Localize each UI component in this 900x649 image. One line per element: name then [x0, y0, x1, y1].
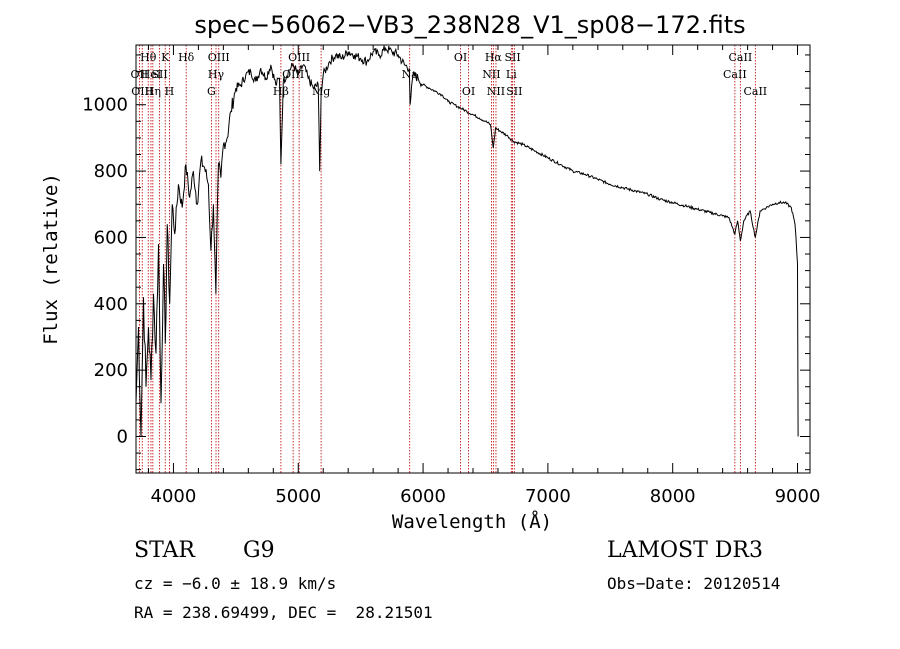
x-tick-label: 5000: [275, 486, 321, 507]
spectral-line-label: OI: [454, 51, 467, 64]
spectral-line-label: NII: [482, 68, 500, 81]
spectral-line-label: SII: [506, 85, 522, 98]
spectral-line-label: K: [161, 51, 170, 64]
spectral-line-label: SII: [504, 51, 520, 64]
spectral-line-label: NII: [487, 85, 505, 98]
redshift-text: cz = −6.0 ± 18.9 km/s: [134, 574, 337, 593]
spectral-line-label: OIII: [282, 68, 304, 81]
spectral-line-label: OI: [462, 85, 475, 98]
x-tick-label: 6000: [400, 486, 446, 507]
plot-frame: [135, 44, 811, 474]
x-axis-ticks: 4000 5000 6000 7000 8000 9000: [147, 45, 821, 507]
y-tick-label: 1000: [82, 95, 128, 116]
spectral-line-label: CaII: [723, 68, 747, 81]
y-tick-label: 400: [94, 294, 128, 315]
spectral-line-label: HeI: [141, 68, 161, 81]
survey-name: LAMOST DR3: [607, 538, 763, 563]
x-axis-label: Wavelength (Å): [392, 510, 552, 533]
y-tick-label: 600: [94, 227, 128, 248]
coordinates: RA = 238.69499, DEC = 28.21501: [134, 603, 433, 622]
y-tick-label: 0: [117, 427, 128, 448]
spectral-line-label: H: [165, 85, 175, 98]
spectral-line-labels: OIIOIIIHθHeIHηSIIKHHδGHγOIIIHβOIIIOIIIMg…: [131, 51, 768, 98]
spectral-line-label: OIII: [208, 51, 230, 64]
x-tick-label: 7000: [525, 486, 571, 507]
spectral-line-label: CaII: [729, 51, 753, 64]
y-tick-label: 200: [94, 360, 128, 381]
object-subclass: G9: [243, 538, 275, 563]
spectral-line-label: Hγ: [208, 68, 225, 81]
spectral-line-label: Hβ: [273, 85, 289, 98]
spectrum-series-line: [135, 45, 799, 437]
spectral-line-label: CaII: [743, 85, 767, 98]
spectral-line-label: OII: [131, 68, 149, 81]
y-axis-ticks: 0 200 400 600 800 1000: [82, 54, 810, 471]
x-tick-label: 8000: [650, 486, 696, 507]
spectral-line-label: Hη: [145, 85, 161, 98]
spectral-line-label: Li: [506, 68, 517, 81]
spectral-line-label: Hα: [485, 51, 503, 64]
obs-date: Obs−Date: 20120514: [607, 574, 781, 593]
y-tick-label: 800: [94, 161, 128, 182]
spectral-line-label: Hδ: [178, 51, 195, 64]
spectral-line-label: G: [207, 85, 216, 98]
spectral-line-label: OIII: [288, 51, 310, 64]
chart-title: spec−56062−VB3_238N28_V1_sp08−172.fits: [194, 11, 745, 39]
x-tick-label: 4000: [151, 486, 197, 507]
object-class: STAR: [134, 538, 195, 563]
y-axis-label: Flux (relative): [40, 173, 62, 345]
spectral-line-label: SII: [151, 68, 167, 81]
x-tick-label: 9000: [775, 486, 821, 507]
spectral-line-label: Hθ: [140, 51, 157, 64]
spectral-line-markers: [138, 45, 756, 473]
